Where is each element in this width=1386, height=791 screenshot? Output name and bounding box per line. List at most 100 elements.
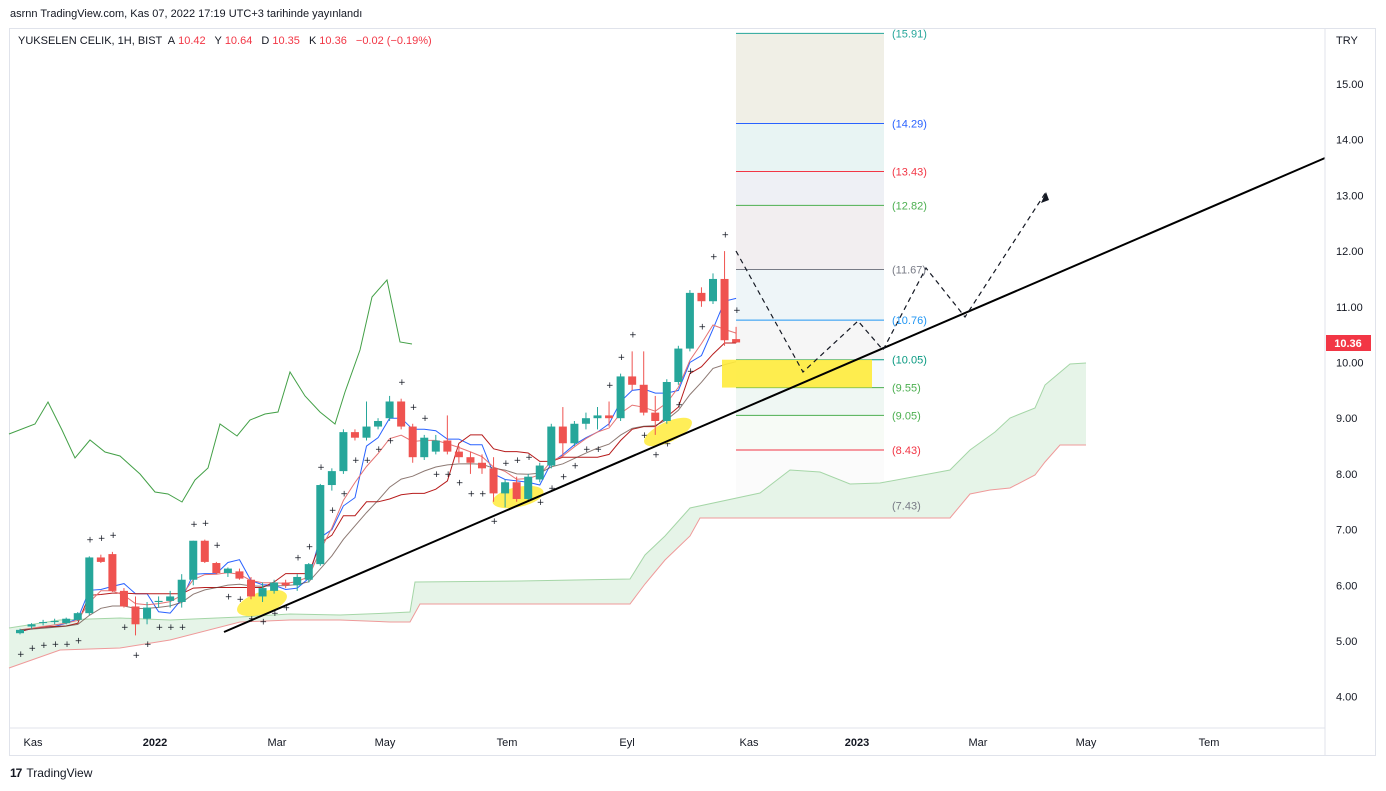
- candle-body: [581, 418, 590, 424]
- fib-band-4: [736, 269, 884, 321]
- candle-58: [685, 290, 694, 352]
- candle-body: [39, 622, 48, 624]
- sar-dot-21: +: [260, 618, 268, 628]
- sar-dot-56: +: [664, 439, 672, 449]
- candle-body: [258, 588, 267, 597]
- candle-3: [50, 618, 59, 625]
- sar-dot-29: +: [352, 456, 360, 466]
- sar-dot-12: +: [156, 623, 164, 633]
- fib-band-5: [736, 320, 884, 360]
- candle-body: [327, 471, 336, 486]
- time-tick-4: Tem: [497, 737, 518, 749]
- candle-36: [431, 434, 440, 455]
- sar-dot-44: +: [525, 453, 533, 463]
- candle-body: [62, 618, 71, 624]
- sar-dot-31: +: [375, 445, 383, 455]
- candle-0: [16, 628, 24, 635]
- candle-60: [709, 273, 717, 305]
- candle-body: [189, 540, 198, 580]
- time-tick-10: Tem: [1199, 737, 1220, 749]
- candle-body: [247, 579, 255, 597]
- candle-7: [96, 554, 105, 564]
- sar-dot-23: +: [283, 604, 291, 614]
- candle-body: [339, 432, 348, 472]
- candle-40: [478, 454, 486, 474]
- candle-53: [628, 351, 637, 391]
- sar-dot-42: +: [502, 459, 510, 469]
- sar-dot-24: +: [294, 553, 302, 563]
- fib-label-9: (8.43): [892, 445, 921, 457]
- candle-body: [397, 401, 406, 427]
- candle-8: [108, 551, 117, 592]
- tradingview-logo-icon: 17: [10, 766, 22, 780]
- candle-52: [616, 373, 625, 421]
- sar-dot-4: +: [63, 640, 71, 650]
- candle-39: [466, 451, 475, 474]
- candle-body: [374, 420, 383, 427]
- price-axis[interactable]: 4.00 5.00 6.00 7.00 8.00 9.00 10.00 11.00 12.00 1…: [1324, 28, 1364, 756]
- candle-29: [350, 429, 359, 441]
- price-tick-4: 8.00: [1336, 469, 1357, 481]
- time-tick-1: 2022: [143, 737, 167, 749]
- candle-28: [339, 429, 348, 474]
- sar-dot-61: +: [722, 230, 730, 240]
- fib-label-0: (15.91): [892, 28, 927, 40]
- time-axis[interactable]: Kas 2022 Mar May Tem Eyl Kas 2023 Mar May Tem: [9, 727, 1325, 749]
- sar-dot-52: +: [618, 353, 626, 363]
- fib-labels: (15.91) (14.29) (13.43) (12.82) (11.67) (10.7…: [892, 28, 927, 512]
- symbol-name: YUKSELEN CELIK, 1H, BIST: [18, 35, 163, 47]
- candle-body: [732, 339, 741, 343]
- cloud-area: [9, 363, 1086, 668]
- sar-dot-40: +: [479, 489, 487, 499]
- sar-dot-27: +: [329, 506, 337, 516]
- tradingview-footer[interactable]: 17 TradingView: [10, 766, 92, 780]
- candle-body: [270, 582, 279, 591]
- candle-33: [397, 398, 406, 430]
- candle-62: [732, 326, 741, 344]
- low-value: 10.35: [272, 35, 300, 47]
- brand-label: TradingView: [26, 766, 93, 780]
- kijun-line: [19, 342, 737, 632]
- candle-47: [558, 407, 567, 458]
- candle-body: [709, 278, 717, 302]
- high-key: Y: [214, 35, 222, 47]
- sar-dot-22: +: [271, 609, 279, 619]
- candle-body: [50, 620, 59, 623]
- candle-18: [223, 567, 232, 577]
- candle-45: [535, 462, 544, 483]
- sar-dot-15: +: [190, 520, 198, 530]
- sar-dot-17: +: [213, 541, 221, 551]
- fib-label-6: (10.05): [892, 355, 927, 367]
- candle-body: [662, 381, 671, 421]
- candle-body: [697, 292, 706, 302]
- candle-body: [651, 412, 660, 421]
- sar-dot-30: +: [364, 456, 372, 466]
- sar-dot-59: +: [698, 322, 706, 332]
- sar-dot-39: +: [467, 489, 475, 499]
- price-tick-6: 10.00: [1336, 358, 1364, 370]
- candle-body: [524, 476, 533, 499]
- candle-body: [512, 482, 521, 499]
- candle-body: [350, 432, 359, 438]
- candle-1: [27, 623, 36, 629]
- candle-body: [408, 426, 417, 458]
- fib-label-5: (10.76): [892, 315, 927, 327]
- candle-body: [96, 557, 105, 562]
- candle-body: [212, 563, 221, 574]
- sar-dot-5: +: [75, 636, 83, 646]
- sar-dot-46: +: [548, 484, 556, 494]
- price-tick-8: 12.00: [1336, 246, 1364, 258]
- last-price-value: 10.36: [1334, 338, 1362, 350]
- candle-51: [605, 401, 614, 427]
- sar-dot-16: +: [202, 519, 210, 529]
- chikou-line: [8, 278, 413, 503]
- price-tick-5: 9.00: [1336, 413, 1357, 425]
- candle-body: [119, 590, 128, 607]
- sar-dot-48: +: [571, 462, 579, 472]
- candle-26: [316, 483, 325, 566]
- sar-dot-47: +: [560, 473, 568, 483]
- sar-dot-37: +: [444, 470, 452, 480]
- candle-body: [570, 423, 579, 444]
- highlight-ellipse-3: [644, 417, 692, 447]
